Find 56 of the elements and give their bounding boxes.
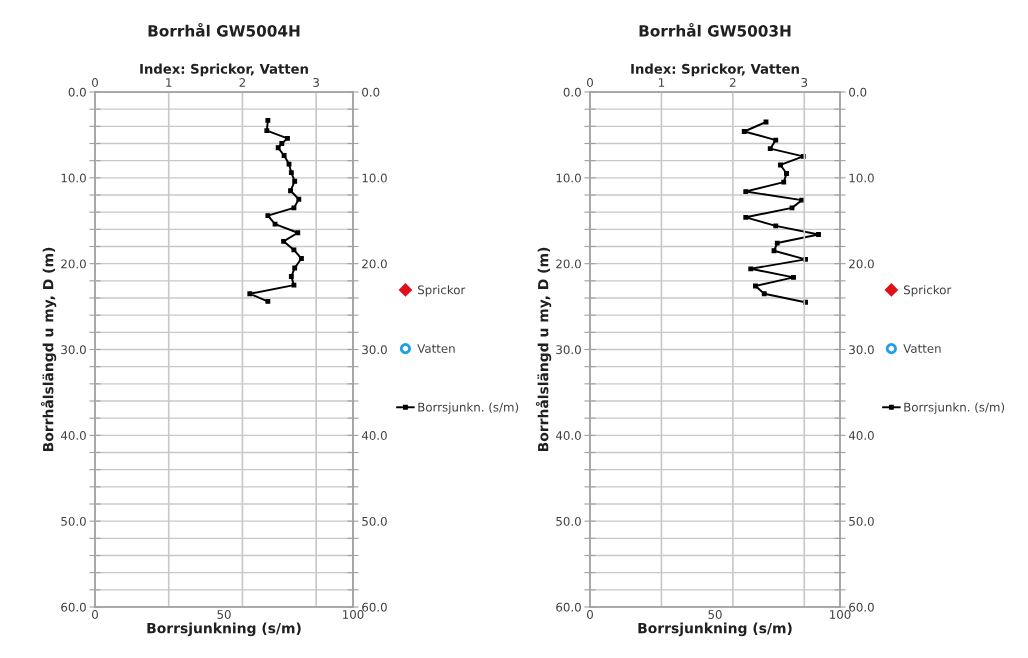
chart-title: Borrhål GW5003H [639,22,791,37]
y-tick-label: 30.0 [556,345,581,355]
x2-tick-label: 0 [587,78,593,87]
y2-tick-label: 30.0 [849,345,874,355]
x-tick-label: 100 [830,609,851,619]
y2-tick-label: 60.0 [849,602,874,612]
x2-axis-title: Index: Sprickor, Vatten [631,63,799,77]
y-axis-title: Borrhålslängd u my, D (m) [40,247,57,452]
y2-tick-label: 20.0 [849,259,874,269]
x-tick-label: 50 [217,609,231,619]
y-tick-label: 0.0 [68,87,86,97]
y2-tick-label: 10.0 [849,173,874,183]
y-tick-label: 50.0 [61,516,86,526]
y-tick-label: 60.0 [556,602,581,612]
x2-axis-title: Index: Sprickor, Vatten [140,63,308,77]
y2-tick-label: 40.0 [361,431,387,440]
x-tick-label: 0 [587,609,593,619]
y-tick-label: 0.0 [563,87,581,97]
y-tick-label: 50.0 [556,516,581,526]
legend-label: Borrsjunkn. (s/m) [904,402,1005,414]
y-tick-label: 40.0 [60,431,86,440]
y-tick-label: 30.0 [61,345,86,355]
y-tick-label: 20.0 [556,259,581,269]
y2-tick-label: 0.0 [849,87,867,97]
y-tick-label: 10.0 [556,173,581,183]
x-tick-label: 50 [708,609,722,619]
y2-tick-label: 30.0 [362,345,387,355]
y2-tick-label: 50.0 [362,516,387,526]
x2-tick-label: 3 [801,78,808,87]
x-tick-label: 0 [92,609,98,619]
y2-tick-label: 60.0 [362,602,387,612]
y2-tick-label: 0.0 [362,87,380,97]
y-tick-label: 20.0 [61,259,86,269]
y-tick-label: 60.0 [61,602,86,612]
y-tick-label: 40.0 [555,431,581,440]
legend-label: Sprickor [418,285,466,297]
x2-tick-label: 2 [729,78,736,87]
legend-label: Sprickor [903,285,952,297]
legend-label: Vatten [903,344,941,353]
x2-tick-label: 1 [166,78,172,87]
x2-tick-label: 3 [313,78,319,87]
y2-tick-label: 10.0 [362,173,387,183]
x-tick-label: 100 [343,609,364,619]
y2-tick-label: 20.0 [362,259,387,269]
x-axis-title: Borrsjunkning (s/m) [147,622,301,637]
x2-tick-label: 1 [658,78,665,87]
chart-title: Borrhål GW5004H [148,22,300,37]
legend-label: Borrsjunkn. (s/m) [418,402,519,414]
y-axis-title: Borrhålslängd u my, D (m) [535,247,552,452]
y-tick-label: 10.0 [61,173,86,183]
x2-tick-label: 0 [92,78,98,87]
y2-tick-label: 40.0 [848,431,874,440]
x2-tick-label: 2 [239,78,245,87]
legend-label: Vatten [417,344,455,353]
y2-tick-label: 50.0 [849,516,874,526]
x-axis-title: Borrsjunkning (s/m) [638,622,792,637]
